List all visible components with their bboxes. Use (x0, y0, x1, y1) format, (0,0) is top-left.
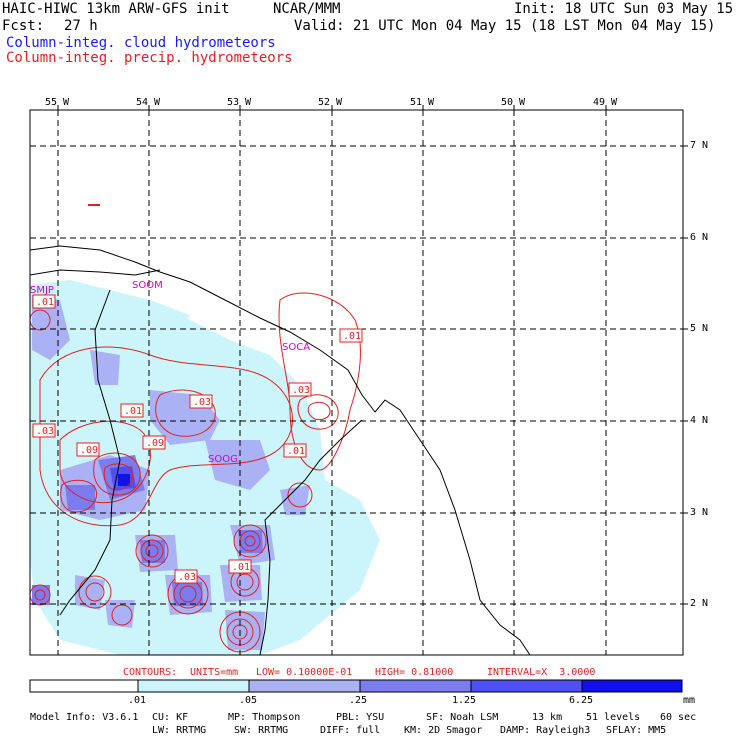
contour-interval: INTERVAL=X 3.0000 (487, 667, 596, 678)
model-info-sf: SF: Noah LSM (426, 712, 499, 723)
model-info-sflay: SFLAY: MM5 (606, 725, 667, 736)
contour-high: HIGH= 0.81000 (375, 667, 454, 678)
colorbar-bin (581, 679, 683, 693)
colorbar-tick: .25 (349, 695, 368, 706)
colorbar-unit: mm (683, 695, 696, 706)
contour-label-group: .01 .01 .01 .03 .03 .03 .09 .09 .01 .03 … (32, 294, 363, 584)
lat-label: 4 N (690, 415, 709, 426)
model-info-levels: 51 levels (586, 712, 641, 723)
lat-label: 2 N (690, 598, 709, 609)
station-label: SOOG (208, 454, 238, 465)
contour-label: .01 (287, 446, 305, 457)
station-label: SOCA (282, 342, 310, 353)
cloud-field-title: Column-integ. cloud hydrometeors (6, 35, 276, 51)
station-label: SMJP (30, 285, 54, 296)
model-info-res: 13 km (532, 712, 563, 723)
precip-contours (30, 204, 361, 653)
contour-label: .01 (343, 331, 361, 342)
init-time: Init: 18 UTC Sun 03 May 15 (514, 1, 734, 17)
contour-label: .09 (146, 438, 164, 449)
contour-label: .09 (80, 445, 98, 456)
cloud-shading (30, 280, 380, 655)
colorbar-tick: .01 (128, 695, 147, 706)
model-info-damp: DAMP: Rayleigh3 (500, 725, 591, 736)
contour-label: .03 (36, 426, 54, 437)
model-info-mp: MP: Thompson (228, 712, 301, 723)
lon-label: 50 W (501, 97, 526, 108)
colorbar (29, 679, 683, 693)
lon-label: 55 W (45, 97, 70, 108)
model-info-version: Model Info: V3.6.1 (30, 712, 139, 723)
colorbar-tick: .05 (239, 695, 258, 706)
precip-field-title: Column-integ. precip. hydrometeors (6, 50, 293, 66)
colorbar-bin (29, 679, 139, 693)
colorbar-bin (248, 679, 361, 693)
latlon-grid (30, 110, 683, 655)
contour-label: .01 (36, 297, 54, 308)
contour-label: .01 (124, 406, 142, 417)
forecast-label: Fcst: (2, 18, 45, 34)
model-info-sw: SW: RRTMG (234, 725, 289, 736)
colorbar-bin (359, 679, 472, 693)
plot-frame (29, 109, 684, 656)
coastline (30, 245, 531, 655)
lon-label: 54 W (136, 97, 161, 108)
colorbar-tick: 6.25 (569, 695, 594, 706)
model-info-timestep: 60 sec (660, 712, 697, 723)
lat-label: 3 N (690, 507, 709, 518)
contour-label: .03 (178, 572, 196, 583)
lon-label: 51 W (410, 97, 435, 108)
lon-label: 53 W (227, 97, 252, 108)
frame-ticks (57, 105, 688, 605)
colorbar-tick: 1.25 (452, 695, 477, 706)
model-info-pbl: PBL: YSU (336, 712, 385, 723)
station-group: SMJP SOOM SOCA SOOG (30, 280, 310, 465)
model-info-cu: CU: KF (152, 712, 189, 723)
product-title: HAIC-HIWC 13km ARW-GFS init (2, 1, 230, 17)
lon-label: 49 W (593, 97, 618, 108)
valid-time: Valid: 21 UTC Mon 04 May 15 (18 LST Mon … (294, 18, 716, 34)
colorbar-bin (137, 679, 250, 693)
colorbar-bin (470, 679, 583, 693)
lat-label: 5 N (690, 323, 709, 334)
contour-label: .03 (193, 397, 211, 408)
lat-label: 7 N (690, 140, 709, 151)
contour-low: LOW= 0.10000E-01 (256, 667, 353, 678)
station-label: SOOM (132, 280, 163, 291)
contours-label: CONTOURS: (123, 667, 178, 678)
contour-label: .03 (292, 385, 310, 396)
lat-label: 6 N (690, 232, 709, 243)
center-label: NCAR/MMM (273, 1, 341, 17)
model-info-lw: LW: RRTMG (152, 725, 207, 736)
contour-units: UNITS=mm (190, 667, 239, 678)
model-info-diff: DIFF: full (320, 725, 381, 736)
lon-label: 52 W (318, 97, 343, 108)
model-info-km: KM: 2D Smagor (404, 725, 483, 736)
contour-label: .01 (232, 562, 250, 573)
forecast-hour: 27 h (64, 18, 98, 34)
